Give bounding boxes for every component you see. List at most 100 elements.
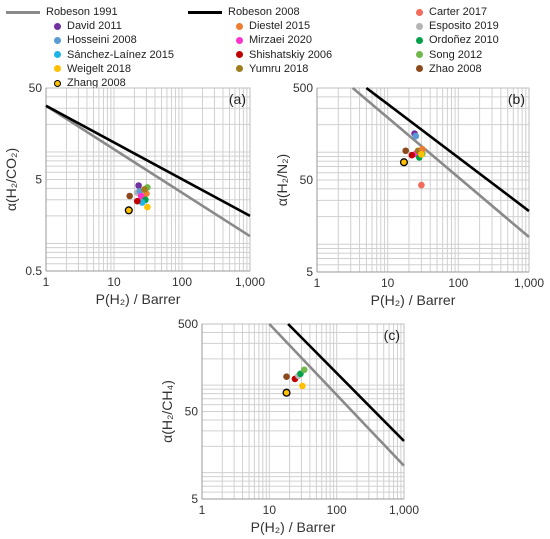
- legend-marker: [416, 36, 423, 44]
- robeson-bound-line: [287, 323, 405, 442]
- data-point: [124, 206, 133, 215]
- legend-marker: [54, 65, 61, 73]
- grid: [316, 87, 529, 273]
- x-tick-label: 1: [314, 276, 321, 290]
- legend-label: Sánchez-Laínez 2015: [67, 48, 175, 61]
- data-point: [141, 186, 148, 193]
- robeson-bound-line: [365, 86, 530, 213]
- robeson-bound-line: [45, 104, 251, 218]
- x-axis-title: P(H₂) / Barrer: [371, 292, 456, 308]
- y-tick-label: 5: [191, 492, 198, 506]
- legend-item: Esposito 2019: [416, 20, 499, 32]
- legend-marker: [54, 51, 61, 59]
- legend-item: Zhao 2008: [416, 63, 482, 75]
- legend-item: Hosseini 2008: [54, 34, 137, 46]
- data-point: [137, 192, 145, 200]
- legend-marker: [416, 51, 423, 59]
- x-tick-label: 10: [107, 275, 121, 289]
- y-axis-title: α(H₂/N₂): [274, 154, 290, 206]
- legend-line-swatch: [188, 10, 222, 14]
- y-tick-label: 50: [185, 405, 199, 419]
- legend-marker: [54, 79, 61, 87]
- legend-label: Shishatskiy 2006: [249, 48, 333, 61]
- panel-label: (b): [508, 91, 525, 107]
- x-tick-label: 10: [381, 276, 395, 290]
- robeson-bound-line: [268, 323, 405, 467]
- x-tick-label: 100: [172, 275, 192, 289]
- data-point: [282, 388, 291, 397]
- legend-marker: [236, 51, 243, 59]
- legend-item: Robeson 2008: [188, 6, 300, 18]
- legend-label: Zhang 2008: [67, 77, 126, 89]
- y-axis-title: α(H₂/CO₂): [3, 148, 19, 211]
- legend-label: Robeson 1991: [46, 6, 118, 18]
- legend-item: Ordoñez 2010: [416, 34, 499, 46]
- legend-label: Robeson 2008: [228, 6, 300, 18]
- legend-item: Carter 2017: [416, 6, 487, 18]
- x-tick-label: 100: [448, 276, 468, 290]
- data-point: [299, 382, 306, 390]
- data-point: [419, 145, 426, 153]
- legend-item: Weigelt 2018: [54, 63, 131, 75]
- x-tick-label: 1: [43, 275, 50, 289]
- data-point: [418, 151, 425, 158]
- legend-marker: [236, 36, 243, 44]
- data-point: [408, 151, 416, 159]
- legend-label: Zhao 2008: [429, 62, 482, 75]
- legend-item: Song 2012: [416, 49, 482, 61]
- legend-label: Weigelt 2018: [67, 62, 132, 75]
- legend-label: Mirzaei 2020: [249, 34, 312, 47]
- data-point: [412, 132, 420, 140]
- legend-label: Hosseini 2008: [67, 34, 137, 47]
- grid: [45, 87, 250, 272]
- chart-panel-b: 1 10 100 1,000 5 50 500 P(H₂) / Barrer α(H₂/N₂) (…: [274, 81, 544, 308]
- x-tick-label: 1: [199, 503, 206, 517]
- y-tick-label: 500: [293, 81, 313, 95]
- legend-item: Shishatskiy 2006: [236, 49, 332, 61]
- legend-marker: [416, 65, 423, 73]
- chart-panel-a: 1 10 100 1,000 0.5 5 50 P(H₂) / Barrer α(H₂/CO₂)…: [3, 81, 265, 307]
- legend-marker: [416, 22, 423, 30]
- data-point: [399, 158, 409, 167]
- legend-label: Song 2012: [429, 48, 483, 61]
- y-axis-title: α(H₂/CH₄): [159, 380, 175, 443]
- legend-marker: [54, 36, 61, 44]
- panel-label: (a): [229, 91, 246, 107]
- y-tick-label: 5: [306, 265, 313, 279]
- x-tick-label: 1,000: [389, 503, 419, 517]
- legend-item: Sánchez-Laínez 2015: [54, 49, 174, 61]
- legend-label: Yumru 2018: [249, 62, 309, 75]
- data-point: [418, 181, 425, 189]
- legend-label: Ordoñez 2010: [429, 34, 499, 47]
- x-axis-title: P(H₂) / Barrer: [251, 519, 336, 535]
- data-point: [126, 192, 133, 200]
- x-axis-title: P(H₂) / Barrer: [96, 291, 181, 307]
- legend-label: Diestel 2015: [249, 20, 311, 33]
- y-tick-label: 5: [35, 173, 42, 187]
- legend-item: Zhang 2008: [54, 77, 126, 89]
- legend: Robeson 1991 Robeson 2008 Carter 2017 David…: [0, 0, 550, 89]
- legend-label: David 2011: [67, 20, 122, 33]
- data-point: [144, 203, 151, 211]
- x-tick-label: 1,000: [514, 276, 544, 290]
- legend-marker: [236, 22, 243, 30]
- legend-item: Yumru 2018: [236, 63, 308, 75]
- legend-label: Esposito 2019: [429, 20, 499, 33]
- data-point: [135, 182, 142, 189]
- legend-item: Robeson 1991: [6, 6, 118, 18]
- y-tick-label: 50: [300, 173, 314, 187]
- y-tick-label: 500: [178, 317, 198, 331]
- data-point: [133, 197, 141, 205]
- legend-item: Diestel 2015: [236, 20, 310, 32]
- y-tick-label: 50: [29, 81, 43, 95]
- data-point: [402, 147, 410, 155]
- robeson-bound-line: [351, 87, 530, 239]
- x-tick-label: 100: [327, 503, 347, 517]
- legend-label: Carter 2017: [429, 6, 488, 18]
- legend-item: Mirzaei 2020: [236, 34, 312, 46]
- robeson-bound-line: [45, 104, 251, 238]
- x-tick-label: 1,000: [235, 275, 265, 289]
- legend-marker: [416, 8, 423, 16]
- legend-item: David 2011: [54, 20, 122, 32]
- data-point: [300, 366, 308, 374]
